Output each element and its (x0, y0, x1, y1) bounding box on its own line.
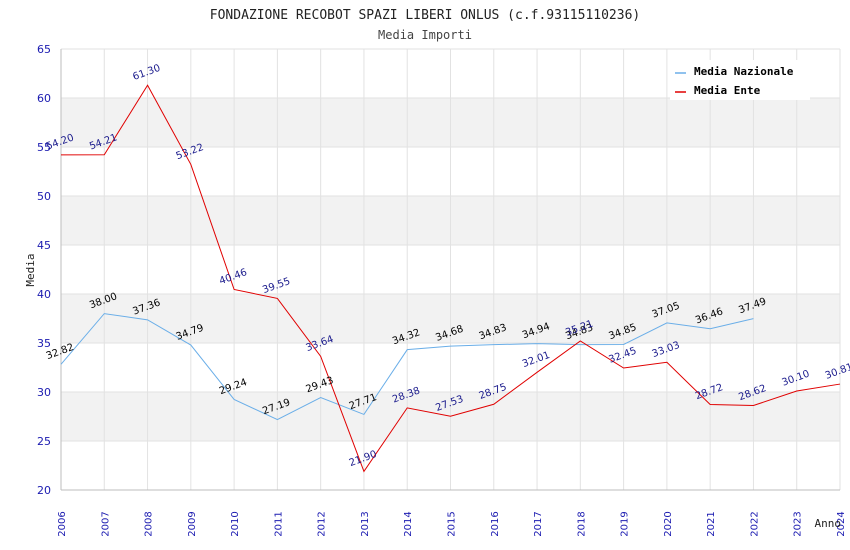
y-tick-labels: 20 25 30 35 40 45 50 55 60 65 (37, 43, 51, 497)
x-tick-label: 2019 (620, 511, 631, 536)
x-tick-label: 2020 (663, 511, 674, 536)
x-tick-label: 2010 (230, 511, 241, 536)
y-tick-label: 30 (37, 386, 51, 399)
x-tick-label: 2024 (836, 511, 847, 536)
y-tick-label: 20 (37, 484, 51, 497)
x-tick-label: 2011 (273, 511, 284, 536)
y-tick-label: 40 (37, 288, 51, 301)
x-tick-label: 2008 (144, 511, 155, 536)
x-tick-label: 2016 (490, 511, 501, 536)
x-tick-labels: 2006 2007 2008 2009 2010 2011 2012 2013 2014 2015… (57, 511, 847, 536)
x-tick-label: 2012 (317, 511, 328, 536)
x-tick-label: 2022 (749, 511, 760, 536)
x-tick-label: 2013 (360, 511, 371, 536)
x-tick-label: 2009 (187, 511, 198, 536)
y-tick-label: 60 (37, 92, 51, 105)
x-tick-label: 2015 (447, 511, 458, 536)
chart-title: FONDAZIONE RECOBOT SPAZI LIBERI ONLUS (c… (210, 8, 640, 23)
chart-subtitle: Media Importi (378, 28, 472, 42)
y-tick-label: 65 (37, 43, 51, 56)
series-lines (60, 84, 841, 473)
x-tick-label: 2023 (793, 511, 804, 536)
x-tick-label: 2021 (706, 511, 717, 536)
legend: Media Nazionale Media Ente (670, 60, 810, 100)
x-tick-label: 2018 (576, 511, 587, 536)
x-tick-label: 2006 (57, 511, 68, 536)
y-tick-label: 35 (37, 337, 51, 350)
y-tick-label: 25 (37, 435, 51, 448)
series-line-media-nazionale (60, 313, 754, 421)
y-tick-label: 45 (37, 239, 51, 252)
legend-background (670, 60, 810, 100)
x-tick-label: 2014 (403, 511, 414, 536)
y-tick-label: 50 (37, 190, 51, 203)
x-tick-label: 2007 (100, 511, 111, 536)
legend-label-nazionale: Media Nazionale (694, 65, 794, 78)
y-axis-title: Media (24, 253, 37, 286)
x-tick-label: 2017 (533, 511, 544, 536)
axes (60, 49, 840, 491)
legend-label-ente: Media Ente (694, 84, 761, 97)
x-axis-title: Anno (815, 517, 842, 530)
y-tick-label: 55 (37, 141, 51, 154)
series-line-media-ente (60, 84, 841, 473)
